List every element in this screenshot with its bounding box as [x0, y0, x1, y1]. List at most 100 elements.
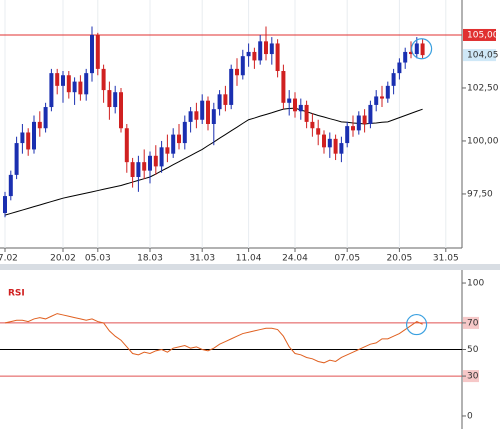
candle-body	[113, 92, 118, 108]
y-tick-label: 100,00	[467, 136, 499, 146]
candle-body	[420, 43, 425, 56]
candle-body	[217, 94, 222, 110]
y-tick-label: 50	[467, 345, 479, 355]
candle-body	[345, 126, 350, 144]
x-tick-label: 07.02	[0, 254, 18, 264]
candle-body	[414, 43, 419, 55]
candle-body	[362, 115, 367, 124]
candle-body	[333, 138, 338, 154]
candle-body	[8, 174, 13, 197]
candle-body	[339, 143, 344, 154]
candle-body	[142, 162, 147, 171]
candle-body	[293, 98, 297, 112]
price-line-label: 105,00	[467, 30, 499, 40]
candle-body	[397, 62, 402, 74]
y-tick-label: 70	[467, 318, 479, 328]
candle-body	[20, 132, 25, 144]
x-tick-label: 18.03	[137, 254, 163, 264]
x-tick-label: 11.04	[236, 254, 262, 264]
price-tag-label: 104,05	[467, 51, 499, 61]
candle-body	[235, 68, 239, 76]
candle-body	[275, 43, 280, 72]
candle-body	[316, 128, 321, 135]
candle-body	[385, 85, 390, 99]
candle-body	[90, 34, 94, 74]
candle-body	[188, 111, 193, 122]
candle-body	[310, 121, 315, 129]
candle-body	[246, 51, 251, 57]
candle-body	[171, 134, 176, 154]
candle-body	[211, 109, 216, 124]
x-tick-label: 31.03	[189, 254, 215, 264]
candle-body	[374, 96, 379, 105]
candle-body	[49, 73, 54, 108]
candle-body	[380, 96, 384, 99]
candle-body	[130, 162, 135, 177]
candle-body	[95, 34, 100, 69]
y-tick-label: 30	[467, 372, 479, 382]
candle-body	[84, 73, 89, 95]
candle-body	[391, 73, 396, 86]
candle-body	[26, 132, 31, 150]
tick-tag	[463, 370, 479, 383]
candle-body	[43, 107, 48, 129]
candle-body	[78, 81, 83, 95]
candle-body	[269, 43, 274, 55]
candle-body	[223, 94, 228, 105]
candle-body	[55, 73, 60, 86]
candle-body	[264, 41, 268, 55]
candle-body	[182, 121, 187, 144]
highlight-circle	[411, 38, 433, 60]
candle-body	[351, 126, 355, 131]
candle-body	[229, 68, 234, 105]
candle-body	[61, 75, 65, 86]
candle-body	[165, 147, 170, 154]
candle-body	[148, 155, 152, 171]
candle-body	[327, 138, 332, 148]
highlight-circle	[406, 313, 428, 336]
price-line-tag	[463, 28, 496, 41]
x-tick-label: 24.04	[282, 254, 308, 264]
x-tick-label: 31.05	[433, 254, 459, 264]
candle-body	[32, 121, 36, 150]
candle-body	[200, 100, 205, 120]
candle-body	[252, 51, 257, 61]
y-tick-label: 97,50	[467, 189, 493, 199]
price-tag	[463, 49, 496, 62]
candle-body	[281, 71, 286, 103]
tick-tag	[463, 316, 479, 329]
y-tick-label: 102,50	[467, 83, 499, 93]
candle-body	[177, 134, 181, 144]
candle-body	[287, 98, 292, 103]
panel-separator	[0, 264, 500, 270]
candle-body	[298, 104, 303, 112]
x-tick-label: 20.02	[50, 254, 76, 264]
y-tick-label: 100	[467, 279, 484, 289]
candle-body	[66, 75, 71, 93]
candle-body	[72, 81, 77, 93]
candle-body	[37, 121, 42, 129]
y-tick-label: 0	[467, 411, 473, 421]
candle-body	[240, 56, 245, 76]
x-tick-label: 05.03	[85, 254, 111, 264]
candle-body	[14, 143, 19, 175]
candle-body	[119, 92, 123, 129]
candle-body	[194, 111, 199, 120]
candle-body	[101, 68, 106, 91]
candle-body	[409, 51, 413, 55]
candle-body	[403, 51, 408, 63]
candle-body	[368, 104, 373, 124]
x-tick-label: 07.05	[334, 254, 360, 264]
candle-body	[356, 115, 361, 131]
candle-body	[206, 100, 210, 124]
candle-body	[124, 128, 129, 163]
candle-body	[153, 155, 158, 167]
candle-body	[136, 162, 141, 177]
candle-body	[159, 147, 164, 167]
candle-body	[3, 196, 7, 214]
candle-body	[304, 104, 309, 122]
rsi-title: RSI	[8, 289, 25, 299]
rsi-line	[4, 313, 423, 364]
